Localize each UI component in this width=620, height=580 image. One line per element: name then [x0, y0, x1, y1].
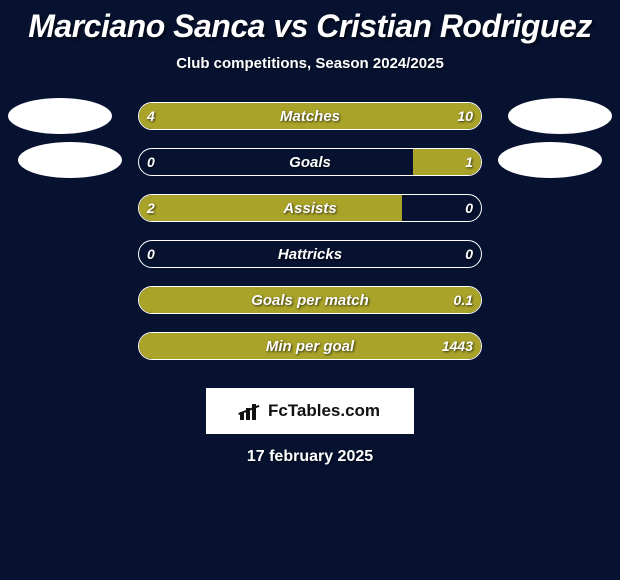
stat-bar: 20Assists — [138, 194, 482, 222]
stat-row: 410Matches — [0, 102, 620, 148]
brand-badge: FcTables.com — [206, 388, 414, 434]
stat-bar: 410Matches — [138, 102, 482, 130]
stat-bar: 0.1Goals per match — [138, 286, 482, 314]
stat-bar: 00Hattricks — [138, 240, 482, 268]
avatar-right — [498, 142, 602, 178]
stat-row: 1443Min per goal — [0, 332, 620, 378]
stat-label: Hattricks — [139, 241, 481, 267]
page-title: Marciano Sanca vs Cristian Rodriguez — [0, 0, 620, 45]
stat-label: Matches — [139, 103, 481, 129]
stat-label: Assists — [139, 195, 481, 221]
stat-row: 00Hattricks — [0, 240, 620, 286]
avatar-left — [18, 142, 122, 178]
stat-row: 0.1Goals per match — [0, 286, 620, 332]
stat-row: 20Assists — [0, 194, 620, 240]
stat-bar: 01Goals — [138, 148, 482, 176]
avatar-right — [508, 98, 612, 134]
comparison-chart: 410Matches 01Goals 20Assists 00Hattricks 0.1… — [0, 102, 620, 378]
brand-text: FcTables.com — [268, 401, 380, 421]
stat-label: Goals — [139, 149, 481, 175]
avatar-left — [8, 98, 112, 134]
date-label: 17 february 2025 — [0, 448, 620, 466]
brand-chart-icon — [240, 402, 262, 420]
stat-label: Min per goal — [139, 333, 481, 359]
subtitle: Club competitions, Season 2024/2025 — [0, 55, 620, 72]
stat-label: Goals per match — [139, 287, 481, 313]
stat-bar: 1443Min per goal — [138, 332, 482, 360]
stat-row: 01Goals — [0, 148, 620, 194]
